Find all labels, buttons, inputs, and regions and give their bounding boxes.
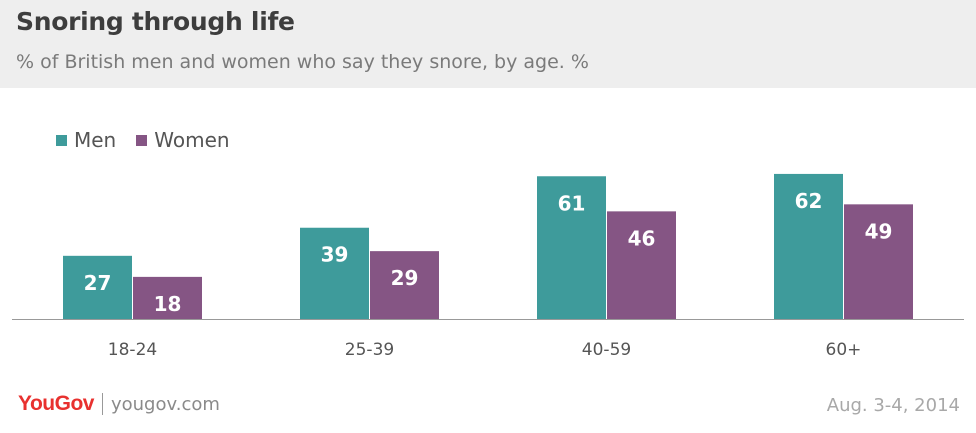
chart-subtitle: % of British men and women who say they … bbox=[16, 51, 589, 73]
bar-women-18-24 bbox=[133, 276, 202, 319]
legend-label-men: Men bbox=[74, 128, 117, 152]
chart-title: Snoring through life bbox=[16, 7, 295, 36]
legend-swatch-men bbox=[56, 134, 67, 146]
bar-value-label-men-60+: 62 bbox=[795, 189, 823, 213]
bar-men-25-39 bbox=[300, 227, 369, 319]
bar-value-label-women-25-39: 29 bbox=[391, 266, 419, 290]
bar-value-label-women-18-24: 18 bbox=[154, 292, 182, 316]
x-tick-label-60+: 60+ bbox=[826, 340, 862, 360]
footer-divider bbox=[101, 393, 103, 415]
legend-item-men: Men bbox=[56, 128, 116, 152]
legend-item-women: Women bbox=[136, 128, 230, 152]
bar-men-40-59 bbox=[537, 176, 606, 319]
bar-value-label-women-40-59: 46 bbox=[628, 226, 656, 250]
x-tick-label-25-39: 25-39 bbox=[345, 340, 394, 360]
site-url[interactable]: yougov.com bbox=[110, 393, 220, 415]
bar-value-label-women-60+: 49 bbox=[865, 219, 893, 243]
legend-label-women: Women bbox=[154, 128, 230, 152]
bar-women-60+ bbox=[844, 204, 913, 319]
bar-value-label-men-25-39: 39 bbox=[321, 243, 349, 267]
x-tick-label-18-24: 18-24 bbox=[108, 340, 157, 360]
legend: Men Women bbox=[56, 128, 250, 152]
bar-men-18-24 bbox=[63, 255, 132, 319]
survey-date: Aug. 3-4, 2014 bbox=[826, 395, 960, 416]
bar-value-label-men-40-59: 61 bbox=[558, 191, 586, 215]
legend-swatch-women bbox=[136, 134, 148, 146]
bar-value-label-men-18-24: 27 bbox=[84, 271, 112, 295]
footer-branding: YouGov yougov.com bbox=[18, 392, 220, 416]
bar-men-60+ bbox=[774, 173, 843, 319]
yougov-logo: YouGov bbox=[18, 392, 94, 415]
x-tick-label-40-59: 40-59 bbox=[582, 340, 631, 360]
bar-women-25-39 bbox=[370, 251, 439, 319]
header-band: Snoring through life % of British men an… bbox=[0, 0, 976, 88]
bar-women-40-59 bbox=[607, 211, 676, 319]
